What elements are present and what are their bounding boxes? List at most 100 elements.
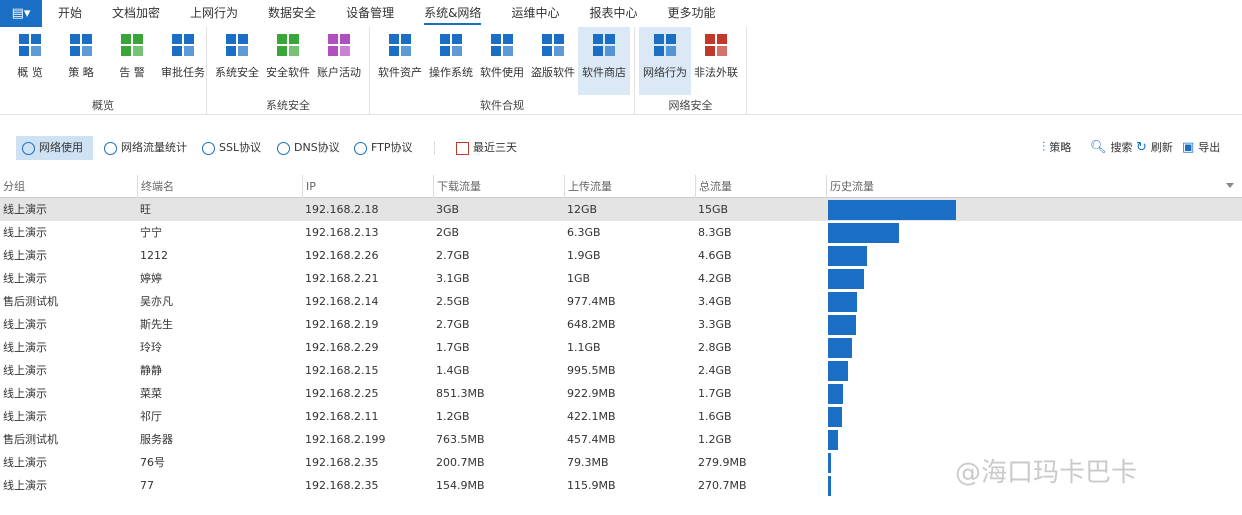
cell-terminal: 宁宁 (140, 226, 162, 239)
ribbon-group-label: 系统安全 (266, 99, 310, 112)
menu-bar: ▤▾ 开始 文档加密 上网行为 数据安全 设备管理 系统&网络 运维中心 报表中心 更多功能 (0, 0, 1242, 27)
ribbon-group-label: 概览 (92, 99, 114, 112)
ribbon-group: 软件合规 软件资产 操作系统 软件使用 盗版软件 软件商店 (370, 27, 635, 115)
action-refresh[interactable]: ↻ 刷新 (1130, 136, 1179, 160)
tab-0[interactable]: 网络使用 (16, 136, 93, 160)
ribbon-button[interactable]: 告 警 (106, 27, 158, 95)
table-row[interactable]: 线上演示 1212 192.168.2.26 2.7GB 1.9GB 4.6GB (0, 244, 1242, 267)
history-traffic-bar (828, 315, 857, 335)
cell-group: 线上演示 (3, 226, 47, 239)
ribbon-button[interactable]: 操作系统 (425, 27, 477, 95)
column-header[interactable]: IP (302, 175, 433, 198)
sliders-icon (67, 31, 95, 59)
ribbon-button[interactable]: 策 略 (55, 27, 107, 95)
date-range-button[interactable]: 最近三天 (450, 136, 523, 160)
table-row[interactable]: 售后测试机 吴亦凡 192.168.2.14 2.5GB 977.4MB 3.4GB (0, 290, 1242, 313)
column-header[interactable]: 终端名 (137, 175, 302, 198)
tab-label: 网络流量统计 (121, 141, 187, 154)
action-search[interactable]: 🔍︎ 搜索 (1084, 136, 1139, 160)
ribbon-button[interactable]: 网络行为 (639, 27, 691, 95)
cell-terminal: 斯先生 (140, 318, 173, 331)
ribbon-button[interactable]: 盗版软件 (527, 27, 579, 95)
shield-monitor-icon (223, 31, 251, 59)
cell-total: 3.3GB (698, 318, 732, 331)
devices-icon (488, 31, 516, 59)
table-row[interactable]: 线上演示 宁宁 192.168.2.13 2GB 6.3GB 8.3GB (0, 221, 1242, 244)
user-icon (325, 31, 353, 59)
ribbon-button-label: 策 略 (68, 66, 94, 79)
cell-total: 279.9MB (698, 456, 747, 469)
cell-upload: 1.1GB (567, 341, 601, 354)
menu-tab[interactable]: 系统&网络 (424, 0, 482, 27)
table-row[interactable]: 线上演示 77 192.168.2.35 154.9MB 115.9MB 270.7MB (0, 474, 1242, 497)
action-label: 导出 (1198, 141, 1221, 154)
cell-download: 851.3MB (436, 387, 485, 400)
cell-terminal: 静静 (140, 364, 162, 377)
table-row[interactable]: 线上演示 菜菜 192.168.2.25 851.3MB 922.9MB 1.7GB (0, 382, 1242, 405)
table-row[interactable]: 线上演示 斯先生 192.168.2.19 2.7GB 648.2MB 3.3GB (0, 313, 1242, 336)
ribbon-group: 概览 概 览 策 略 告 警 审批任务 (0, 27, 207, 115)
table-row[interactable]: 售后测试机 服务器 192.168.2.199 763.5MB 457.4MB 1.2GB (0, 428, 1242, 451)
ribbon-button[interactable]: 审批任务 (157, 27, 209, 95)
ribbon-button-label: 网络行为 (643, 66, 687, 79)
table-row[interactable]: 线上演示 祁厅 192.168.2.11 1.2GB 422.1MB 1.6GB (0, 405, 1242, 428)
cell-total: 2.8GB (698, 341, 732, 354)
cell-group: 线上演示 (3, 249, 47, 262)
ribbon-group: 系统安全 系统安全 安全软件 账户活动 (207, 27, 370, 115)
column-header[interactable]: 下载流量 (433, 175, 564, 198)
column-header[interactable]: 历史流量 (826, 175, 1242, 198)
tab-label: 网络使用 (39, 141, 83, 154)
tab-4[interactable]: FTP协议 (348, 136, 419, 160)
menu-tab[interactable]: 更多功能 (667, 6, 716, 20)
action-label: 策略 (1049, 141, 1072, 154)
ribbon-button[interactable]: 软件使用 (476, 27, 528, 95)
ribbon-button[interactable]: 安全软件 (262, 27, 314, 95)
tab-3[interactable]: DNS协议 (271, 136, 346, 160)
menu-tab[interactable]: 运维中心 (511, 6, 560, 20)
date-range-label: 最近三天 (473, 141, 517, 154)
column-header[interactable]: 总流量 (695, 175, 826, 198)
table-row[interactable]: 线上演示 玲玲 192.168.2.29 1.7GB 1.1GB 2.8GB (0, 336, 1242, 359)
ribbon-button[interactable]: 概 览 (4, 27, 56, 95)
cell-download: 2.7GB (436, 249, 470, 262)
menu-tab[interactable]: 开始 (58, 6, 83, 20)
column-menu-icon[interactable] (1226, 183, 1234, 188)
ribbon-button[interactable]: 非法外联 (690, 27, 742, 95)
menu-tab[interactable]: 数据安全 (268, 6, 317, 20)
cell-upload: 922.9MB (567, 387, 616, 400)
cell-terminal: 婷婷 (140, 272, 162, 285)
action-label: 搜索 (1110, 141, 1133, 154)
globe-icon (104, 141, 117, 155)
ribbon-button[interactable]: 账户活动 (313, 27, 365, 95)
cell-total: 15GB (698, 203, 729, 216)
menu-tab[interactable]: 设备管理 (346, 6, 395, 20)
cell-total: 1.2GB (698, 433, 732, 446)
table-row[interactable]: 线上演示 旺 192.168.2.18 3GB 12GB 15GB (0, 198, 1242, 221)
cell-group: 线上演示 (3, 387, 47, 400)
tab-2[interactable]: SSL协议 (196, 136, 267, 160)
table-row[interactable]: 线上演示 76号 192.168.2.35 200.7MB 79.3MB 279.9MB (0, 451, 1242, 474)
store-icon (590, 31, 618, 59)
table-row[interactable]: 线上演示 婷婷 192.168.2.21 3.1GB 1GB 4.2GB (0, 267, 1242, 290)
table-row[interactable]: 线上演示 静静 192.168.2.15 1.4GB 995.5MB 2.4GB (0, 359, 1242, 382)
cell-download: 1.4GB (436, 364, 470, 377)
history-traffic-bar (828, 407, 842, 427)
ribbon-button[interactable]: 软件资产 (374, 27, 426, 95)
cell-terminal: 77 (140, 479, 154, 492)
cell-total: 4.2GB (698, 272, 732, 285)
menu-tab[interactable]: 上网行为 (190, 6, 239, 20)
menu-tab[interactable]: 报表中心 (589, 6, 638, 20)
ribbon-button[interactable]: 系统安全 (211, 27, 263, 95)
action-sliders[interactable]: ⫶ 策略 (1036, 136, 1077, 160)
menu-tab[interactable]: 文档加密 (112, 6, 161, 20)
cell-group: 线上演示 (3, 318, 47, 331)
ribbon-button[interactable]: 软件商店 (578, 27, 630, 95)
tab-1[interactable]: 网络流量统计 (98, 136, 193, 160)
window-warning-icon (539, 31, 567, 59)
column-header[interactable]: 上传流量 (564, 175, 695, 198)
cell-download: 3GB (436, 203, 460, 216)
action-export[interactable]: ▣ 导出 (1176, 136, 1226, 160)
column-header[interactable]: 分组 (3, 180, 25, 193)
app-menu-button[interactable]: ▤▾ (0, 0, 42, 27)
ribbon-button-label: 非法外联 (694, 66, 738, 79)
